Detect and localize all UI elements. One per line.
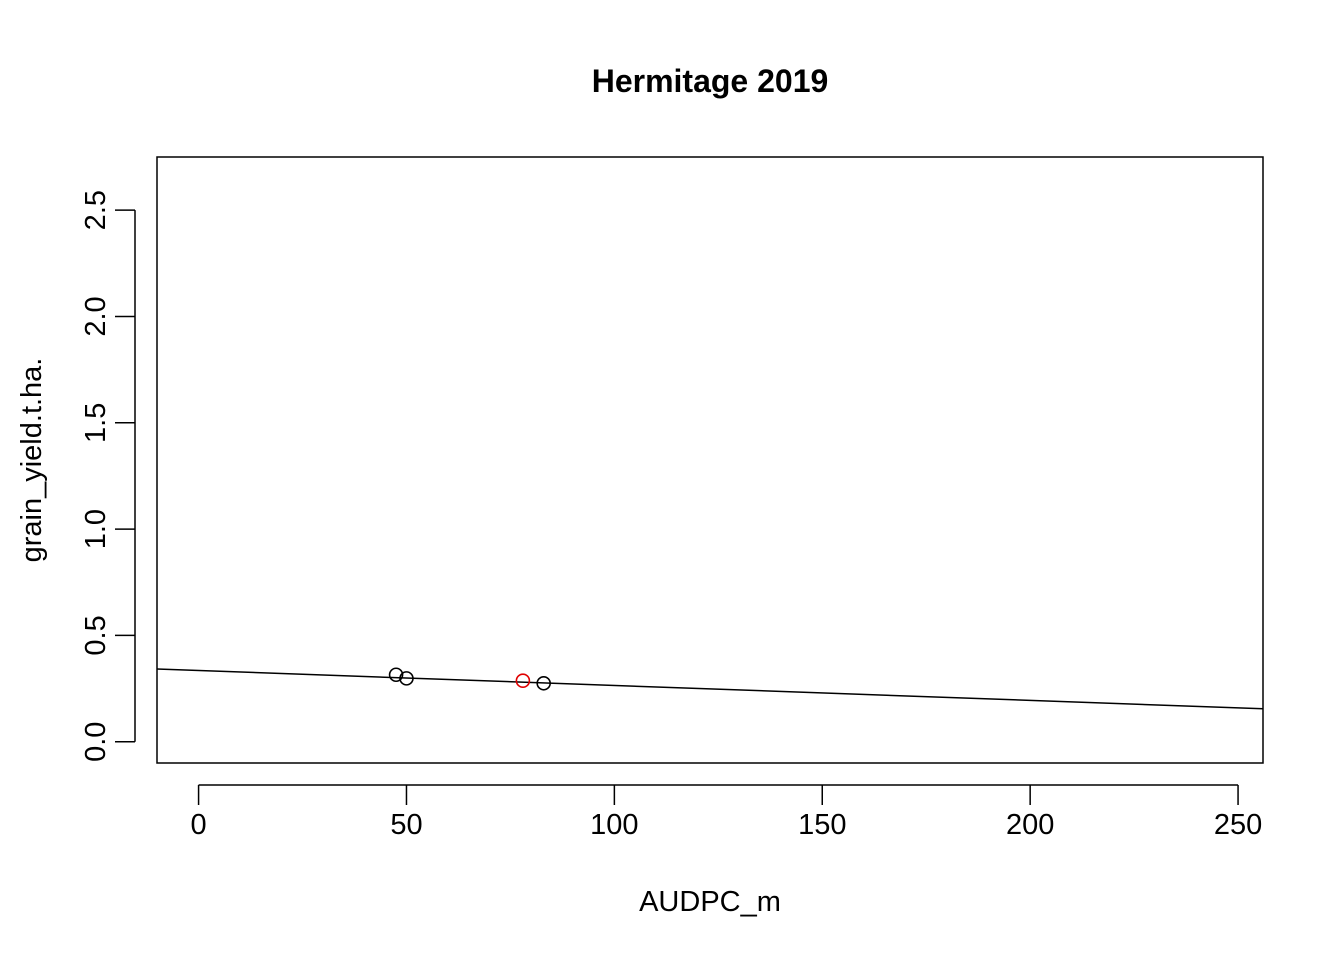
x-tick-label: 100 [590, 809, 638, 841]
x-tick-label: 150 [798, 809, 846, 841]
highlighted-data-point [515, 673, 531, 689]
y-tick-label: 0.0 [80, 722, 112, 762]
x-tick-label: 50 [390, 809, 422, 841]
y-tick-label: 1.0 [80, 509, 112, 549]
x-tick-label: 200 [1006, 809, 1054, 841]
chart-title: Hermitage 2019 [592, 63, 829, 99]
y-axis-label: grain_yield.t.ha. [16, 358, 48, 563]
y-tick-label: 0.5 [80, 615, 112, 655]
x-axis-label: AUDPC_m [639, 886, 781, 918]
plot-layer: 0 50 100 150 200 250 0.0 0.5 1.0 1.5 2.0 2.5 [80, 156, 1264, 841]
data-point [388, 667, 404, 683]
y-tick-label: 2.5 [80, 190, 112, 230]
x-tick-label: 0 [191, 809, 207, 841]
data-point [536, 675, 551, 691]
y-tick-label: 1.5 [80, 403, 112, 443]
plot-frame [156, 156, 1264, 764]
data-point [399, 671, 414, 686]
regression-line [156, 668, 1264, 710]
x-tick-label: 250 [1214, 809, 1262, 841]
y-tick-label: 2.0 [80, 296, 112, 336]
